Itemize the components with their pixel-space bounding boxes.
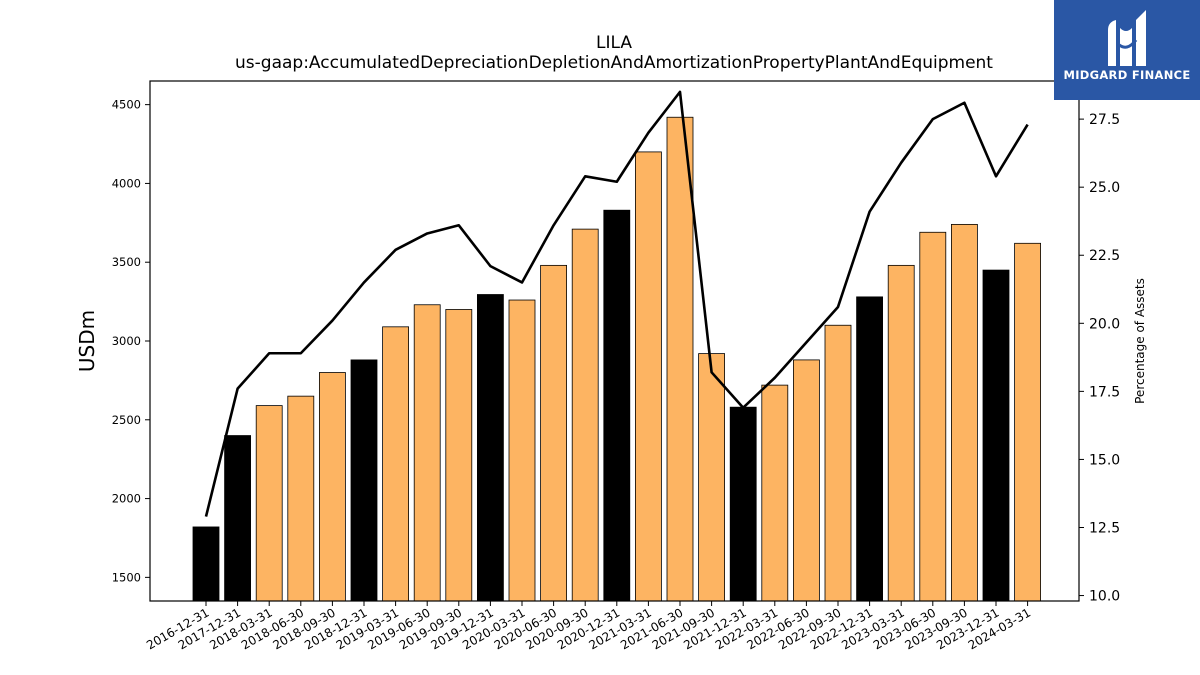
y2-axis-label: Percentage of Assets: [1133, 278, 1147, 404]
bar-2023-12-31: [982, 269, 1010, 602]
chart-subtitle: us-gaap:AccumulatedDepreciationDepletion…: [235, 53, 993, 73]
bar-2020-06-30: [540, 264, 567, 602]
line-layer: [204, 90, 1029, 517]
bar-2021-06-30: [666, 116, 694, 602]
bar-2023-09-30: [951, 223, 978, 602]
y-axis-label: USDm: [75, 310, 99, 372]
bar-2019-09-30: [445, 309, 473, 602]
y2-tick-label-25.0: 25.0: [1089, 180, 1120, 196]
y-tick-label-3500: 3500: [112, 255, 141, 269]
bar-2021-12-31: [729, 406, 757, 602]
y-tick-label-2000: 2000: [112, 492, 141, 506]
bar-2022-03-31: [761, 384, 789, 602]
bar-2016-12-31: [192, 526, 220, 602]
bar-2022-06-30: [793, 359, 820, 602]
bar-2020-12-31: [603, 209, 631, 602]
bar-2019-06-30: [413, 304, 441, 602]
midgard-logo-icon: [1108, 10, 1146, 66]
bar-2018-09-30: [318, 372, 346, 602]
y-tick-label-4500: 4500: [112, 98, 141, 112]
chart-title: LILA: [596, 33, 632, 53]
bars-layer: [192, 116, 1041, 602]
bar-2019-12-31: [476, 294, 504, 602]
bar-2018-12-31: [350, 359, 378, 602]
bar-2018-06-30: [287, 395, 315, 602]
y2-tick-label-15.0: 15.0: [1089, 452, 1120, 468]
y-axis-right: 10.0 12.5 15.0 17.5 20.0 22.5 25.0 27.5: [1079, 112, 1120, 605]
bar-2020-03-31: [508, 299, 536, 602]
y-tick-label-4000: 4000: [112, 176, 141, 190]
bar-2022-12-31: [856, 296, 883, 602]
y-tick-label-1500: 1500: [112, 570, 141, 584]
y2-tick-label-12.5: 12.5: [1089, 520, 1120, 536]
y2-tick-label-17.5: 17.5: [1089, 384, 1120, 400]
y2-tick-label-20.0: 20.0: [1089, 316, 1120, 332]
bar-2022-09-30: [824, 324, 852, 602]
y2-tick-label-10.0: 10.0: [1089, 589, 1120, 605]
bar-2021-03-31: [635, 151, 662, 602]
x-axis: 2016-12-312017-12-312018-03-312018-06-30…: [144, 601, 1033, 652]
y2-tick-label-27.5: 27.5: [1089, 112, 1120, 128]
bar-2023-06-30: [919, 231, 947, 602]
y2-tick-label-22.5: 22.5: [1089, 248, 1120, 264]
bar-2017-12-31: [224, 435, 252, 602]
bar-2018-03-31: [255, 405, 283, 602]
y-tick-label-2500: 2500: [112, 413, 141, 427]
bar-2020-09-30: [571, 228, 599, 602]
y-axis-left: 1500 2000 2500 3000 3500 4000 4500: [112, 98, 150, 584]
bar-2021-09-30: [698, 353, 725, 602]
bar-2024-03-31: [1014, 242, 1041, 602]
midgard-finance-logo: MIDGARD FINANCE: [1054, 0, 1200, 100]
logo-text: MIDGARD FINANCE: [1063, 68, 1191, 82]
bar-2023-03-31: [887, 264, 915, 602]
y-tick-label-3000: 3000: [112, 334, 141, 348]
bar-2019-03-31: [382, 326, 410, 602]
